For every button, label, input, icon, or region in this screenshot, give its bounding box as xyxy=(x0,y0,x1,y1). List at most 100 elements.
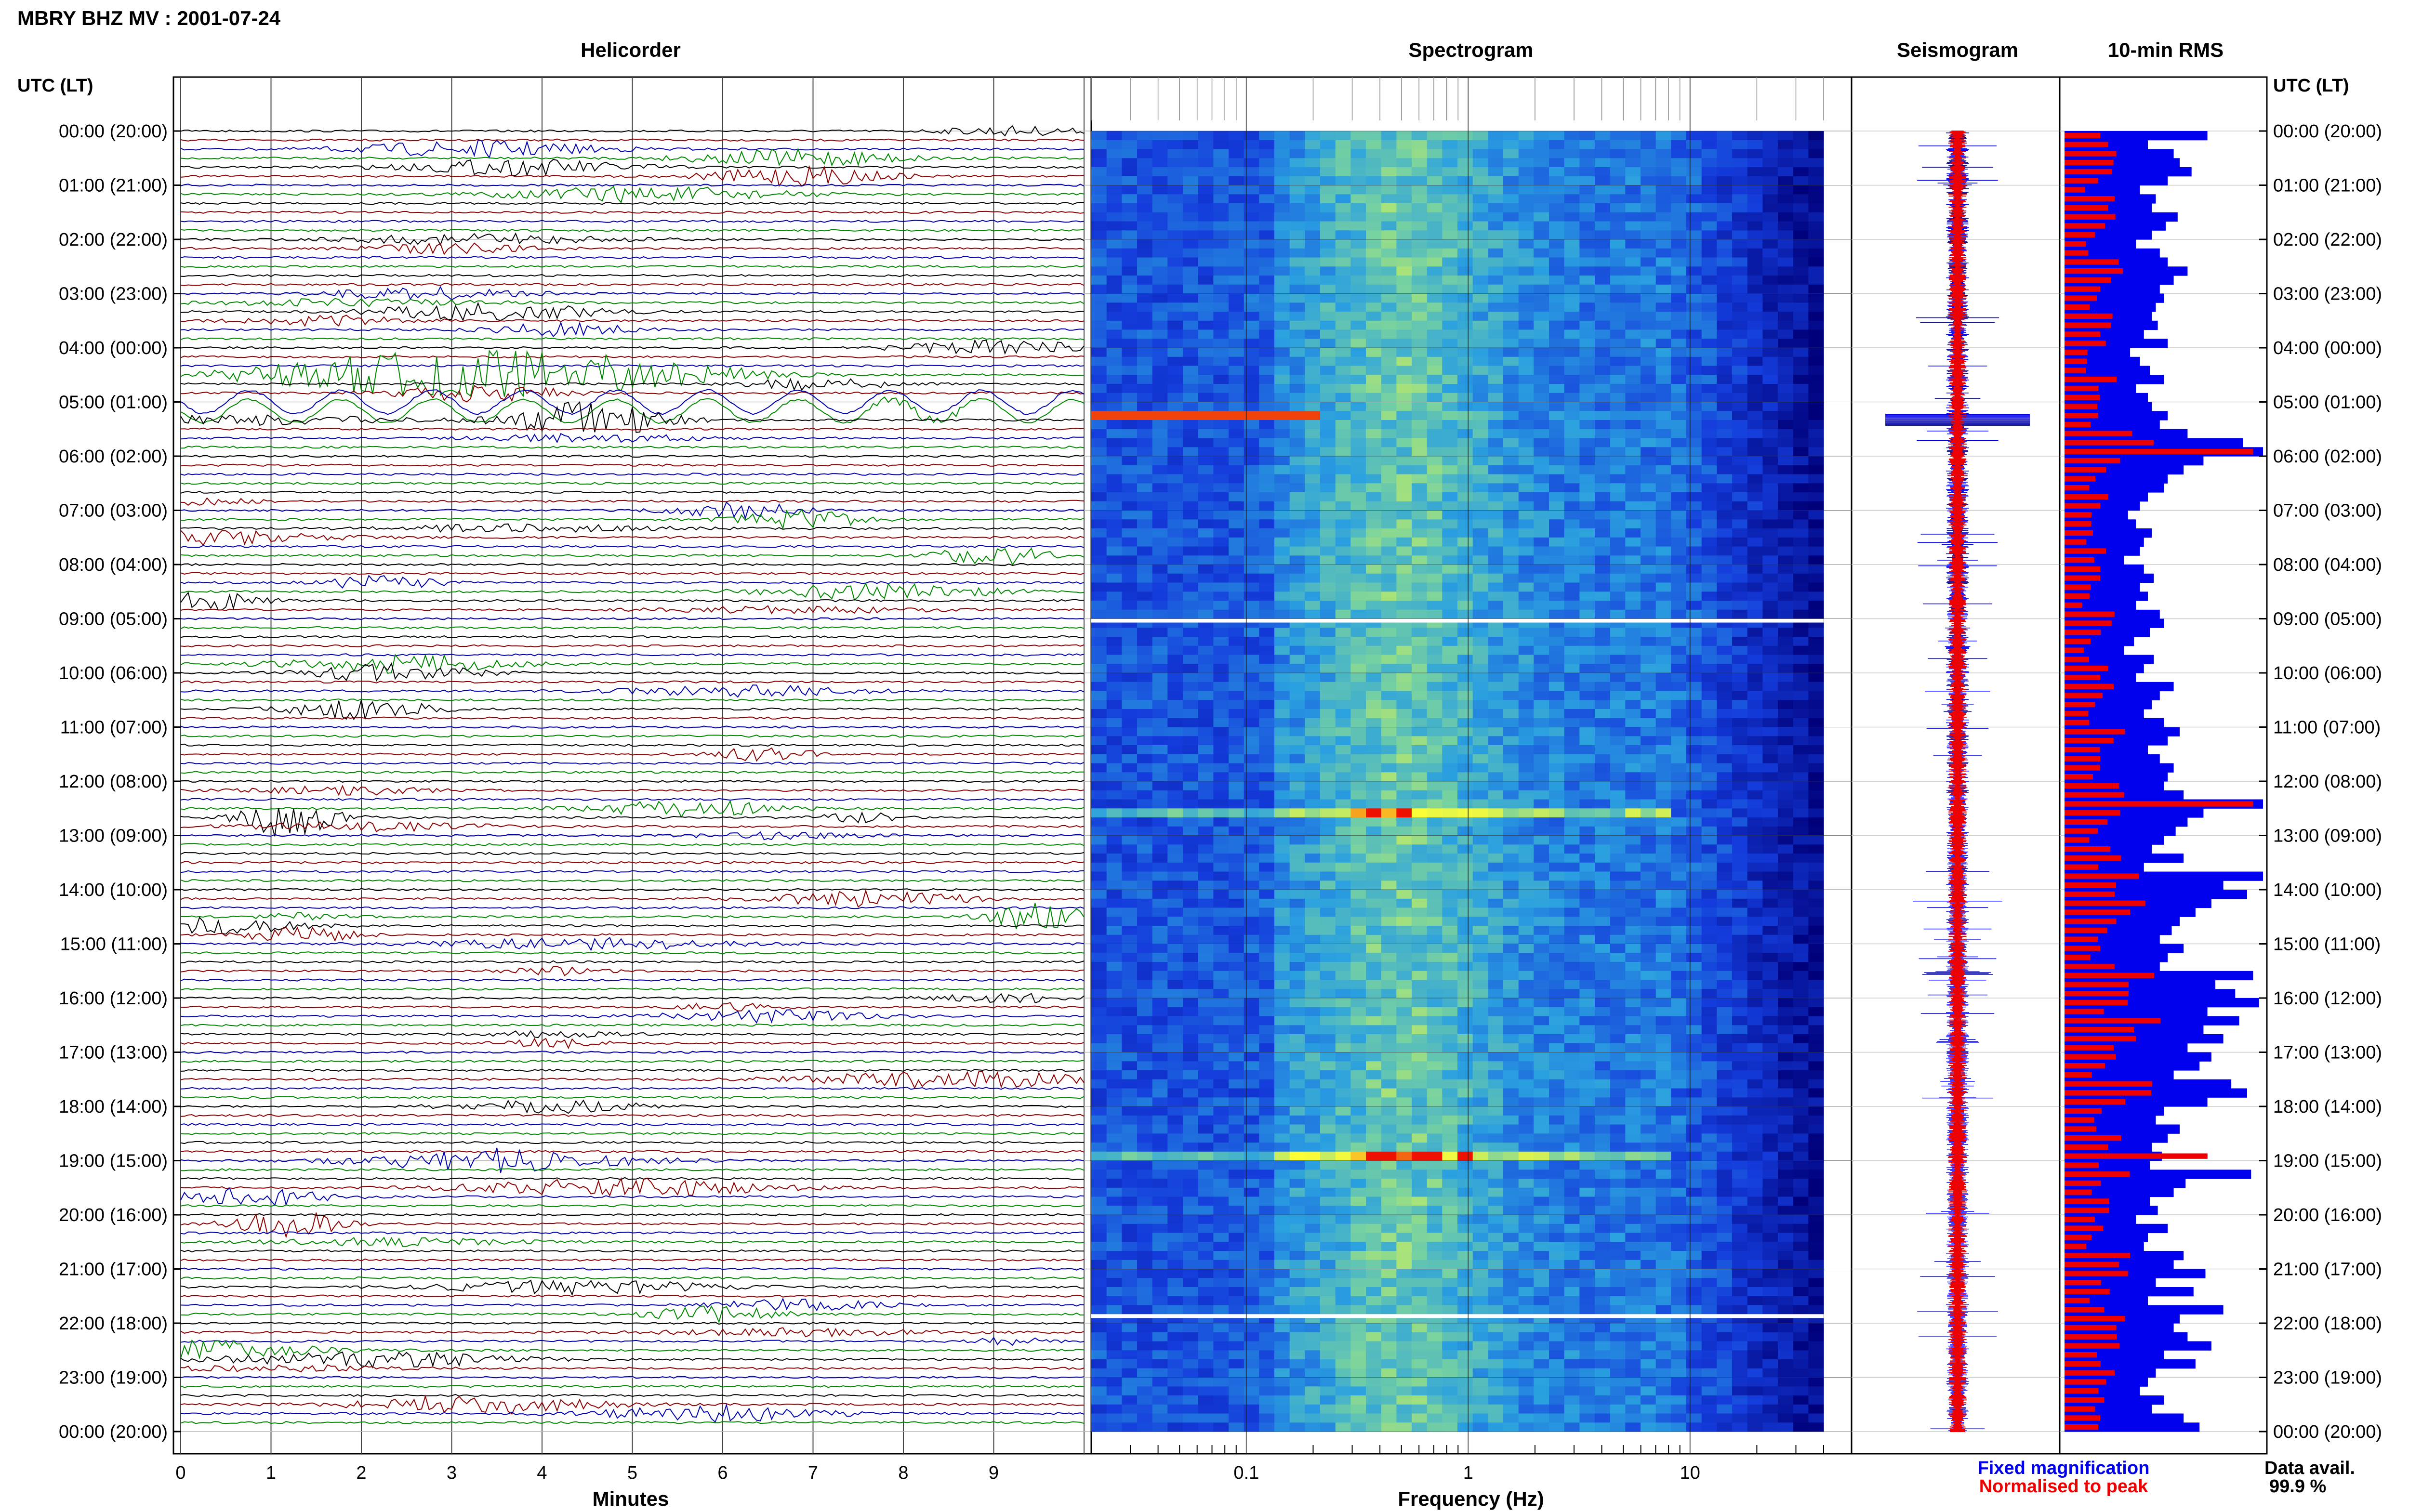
spectrogram-cell xyxy=(1564,384,1580,394)
spectrogram-cell xyxy=(1320,609,1336,619)
spectrogram-cell xyxy=(1213,854,1229,863)
spectrogram-cell xyxy=(1793,366,1809,375)
spectrogram-cell xyxy=(1671,980,1687,989)
spectrogram-cell xyxy=(1625,510,1641,520)
spectrogram-cell xyxy=(1167,284,1183,294)
spectrogram-cell xyxy=(1732,980,1748,989)
spectrogram-cell xyxy=(1427,682,1443,692)
spectrogram-cell xyxy=(1289,212,1305,222)
spectrogram-cell xyxy=(1137,592,1153,601)
spectrogram-cell xyxy=(1457,763,1473,773)
spectrogram-cell xyxy=(1778,555,1794,565)
spectrogram-cell xyxy=(1137,339,1153,348)
spectrogram-cell xyxy=(1579,826,1595,836)
spectrogram-cell xyxy=(1778,293,1794,303)
spectrogram-cell xyxy=(1701,691,1717,700)
spectrogram-cell xyxy=(1305,438,1321,447)
spectrogram-cell xyxy=(1793,402,1809,411)
spectrogram-cell xyxy=(1488,573,1504,583)
spectrogram-cell xyxy=(1655,1007,1671,1017)
spectrogram-cell xyxy=(1625,691,1641,700)
spectrogram-cell xyxy=(1686,754,1702,764)
spectrogram-cell xyxy=(1259,393,1275,403)
spectrogram-cell xyxy=(1198,501,1214,511)
spectrogram-cell xyxy=(1167,582,1183,592)
spectrogram-cell xyxy=(1412,302,1428,312)
spectrogram-cell xyxy=(1381,329,1397,339)
spectrogram-cell xyxy=(1427,474,1443,484)
spectrogram-cell xyxy=(1305,1007,1321,1017)
spectrogram-cell xyxy=(1427,185,1443,195)
spectrogram-cell xyxy=(1320,140,1336,150)
spectrogram-cell xyxy=(1152,366,1168,375)
spectrogram-cell xyxy=(1625,176,1641,186)
spectrogram-cell xyxy=(1122,158,1138,168)
spectrogram-cell xyxy=(1122,682,1138,692)
spectrogram-cell xyxy=(1381,1016,1397,1026)
spectrogram-cell xyxy=(1564,456,1580,466)
spectrogram-cell xyxy=(1549,537,1565,547)
spectrogram-cell xyxy=(1747,736,1763,746)
spectrogram-cell xyxy=(1442,230,1458,240)
spectrogram-cell xyxy=(1305,149,1321,158)
spectrogram-cell xyxy=(1686,465,1702,475)
spectrogram-cell xyxy=(1762,799,1778,809)
spectrogram-cell xyxy=(1335,1016,1351,1026)
spectrogram-cell xyxy=(1534,817,1549,827)
spectrogram-cell xyxy=(1350,835,1366,845)
spectrogram-cell xyxy=(1564,645,1580,656)
spectrogram-cell xyxy=(1686,907,1702,917)
spectrogram-cell xyxy=(1732,429,1748,439)
spectrogram-cell xyxy=(1686,221,1702,231)
spectrogram-cell xyxy=(1122,276,1138,285)
spectrogram-cell xyxy=(1732,257,1748,267)
spectrogram-cell xyxy=(1808,420,1824,430)
spectrogram-cell xyxy=(1472,519,1488,529)
spectrogram-cell xyxy=(1320,628,1336,637)
spectrogram-cell xyxy=(1671,375,1687,384)
spectrogram-cell xyxy=(1732,1007,1748,1017)
spectrogram-cell xyxy=(1396,844,1412,854)
spectrogram-cell xyxy=(1655,898,1671,908)
spectrogram-cell xyxy=(1152,655,1168,664)
spectrogram-cell xyxy=(1335,438,1351,447)
spectrogram-cell xyxy=(1778,221,1794,231)
spectrogram-cell xyxy=(1442,456,1458,466)
spectrogram-cell xyxy=(1488,302,1504,312)
spectrogram-cell xyxy=(1152,293,1168,303)
spectrogram-cell xyxy=(1671,745,1687,755)
helicorder-row-trace xyxy=(180,497,1085,506)
spectrogram-cell xyxy=(1641,230,1656,240)
spectrogram-cell xyxy=(1793,167,1809,177)
spectrogram-cell xyxy=(1641,664,1656,673)
spectrogram-cell xyxy=(1106,492,1122,502)
spectrogram-cell xyxy=(1244,474,1259,484)
spectrogram-cell xyxy=(1503,221,1519,231)
spectrogram-cell xyxy=(1595,898,1611,908)
spectrogram-cell xyxy=(1518,447,1534,457)
spectrogram-cell xyxy=(1686,673,1702,683)
spectrogram-cell xyxy=(1106,962,1122,972)
spectrogram-cell xyxy=(1534,339,1549,348)
spectrogram-cell xyxy=(1152,628,1168,637)
spectrogram-cell xyxy=(1137,375,1153,384)
spectrogram-cell xyxy=(1335,320,1351,330)
spectrogram-cell xyxy=(1106,772,1122,782)
spectrogram-cell xyxy=(1289,194,1305,204)
spectrogram-cell xyxy=(1259,582,1275,592)
spectrogram-cell xyxy=(1793,989,1809,999)
spectrogram-cell xyxy=(1655,312,1671,321)
spectrogram-cell xyxy=(1793,980,1809,989)
spectrogram-cell xyxy=(1488,718,1504,728)
spectrogram-cell xyxy=(1244,881,1259,890)
spectrogram-cell xyxy=(1503,871,1519,881)
spectrogram-cell xyxy=(1747,158,1763,168)
spectrogram-cell xyxy=(1717,140,1733,150)
helicorder-title: Helicorder xyxy=(581,39,681,61)
spectrogram-cell xyxy=(1641,348,1656,357)
spectrogram-cell xyxy=(1457,293,1473,303)
spectrogram-cell xyxy=(1396,429,1412,439)
spectrogram-cell xyxy=(1610,808,1626,818)
spectrogram-cell xyxy=(1579,898,1595,908)
spectrogram-cell xyxy=(1472,854,1488,863)
